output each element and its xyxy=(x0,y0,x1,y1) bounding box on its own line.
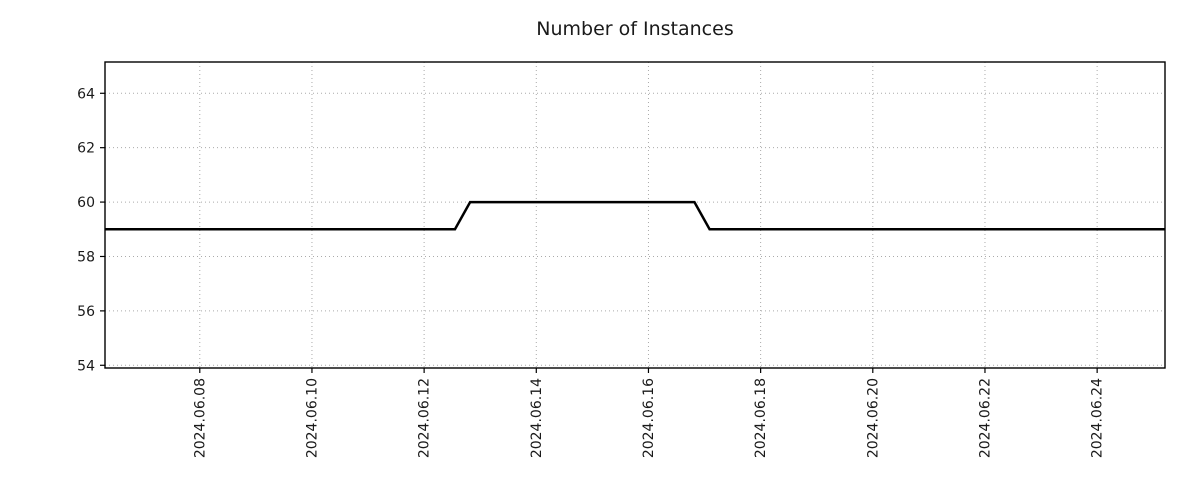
y-tick-label: 54 xyxy=(77,358,95,374)
x-tick-label: 2024.06.18 xyxy=(753,378,769,458)
y-tick-label: 64 xyxy=(77,86,95,102)
chart-title: Number of Instances xyxy=(536,18,734,40)
y-tick-label: 56 xyxy=(77,304,95,320)
series-line-instances xyxy=(105,200,1165,231)
y-tick-label: 60 xyxy=(77,195,95,211)
x-tick-label: 2024.06.10 xyxy=(304,378,320,458)
x-tick-label: 2024.06.14 xyxy=(529,378,545,458)
x-tick-label: 2024.06.08 xyxy=(192,378,208,458)
x-tick-label: 2024.06.24 xyxy=(1090,378,1106,458)
y-tick-label: 58 xyxy=(77,249,95,265)
x-tick-label: 2024.06.20 xyxy=(865,378,881,458)
x-tick-label: 2024.06.12 xyxy=(417,378,433,458)
x-tick-label: 2024.06.22 xyxy=(977,378,993,458)
plot-frame xyxy=(104,61,1166,369)
x-tick-label: 2024.06.16 xyxy=(641,378,657,458)
y-tick-label: 62 xyxy=(77,141,95,157)
